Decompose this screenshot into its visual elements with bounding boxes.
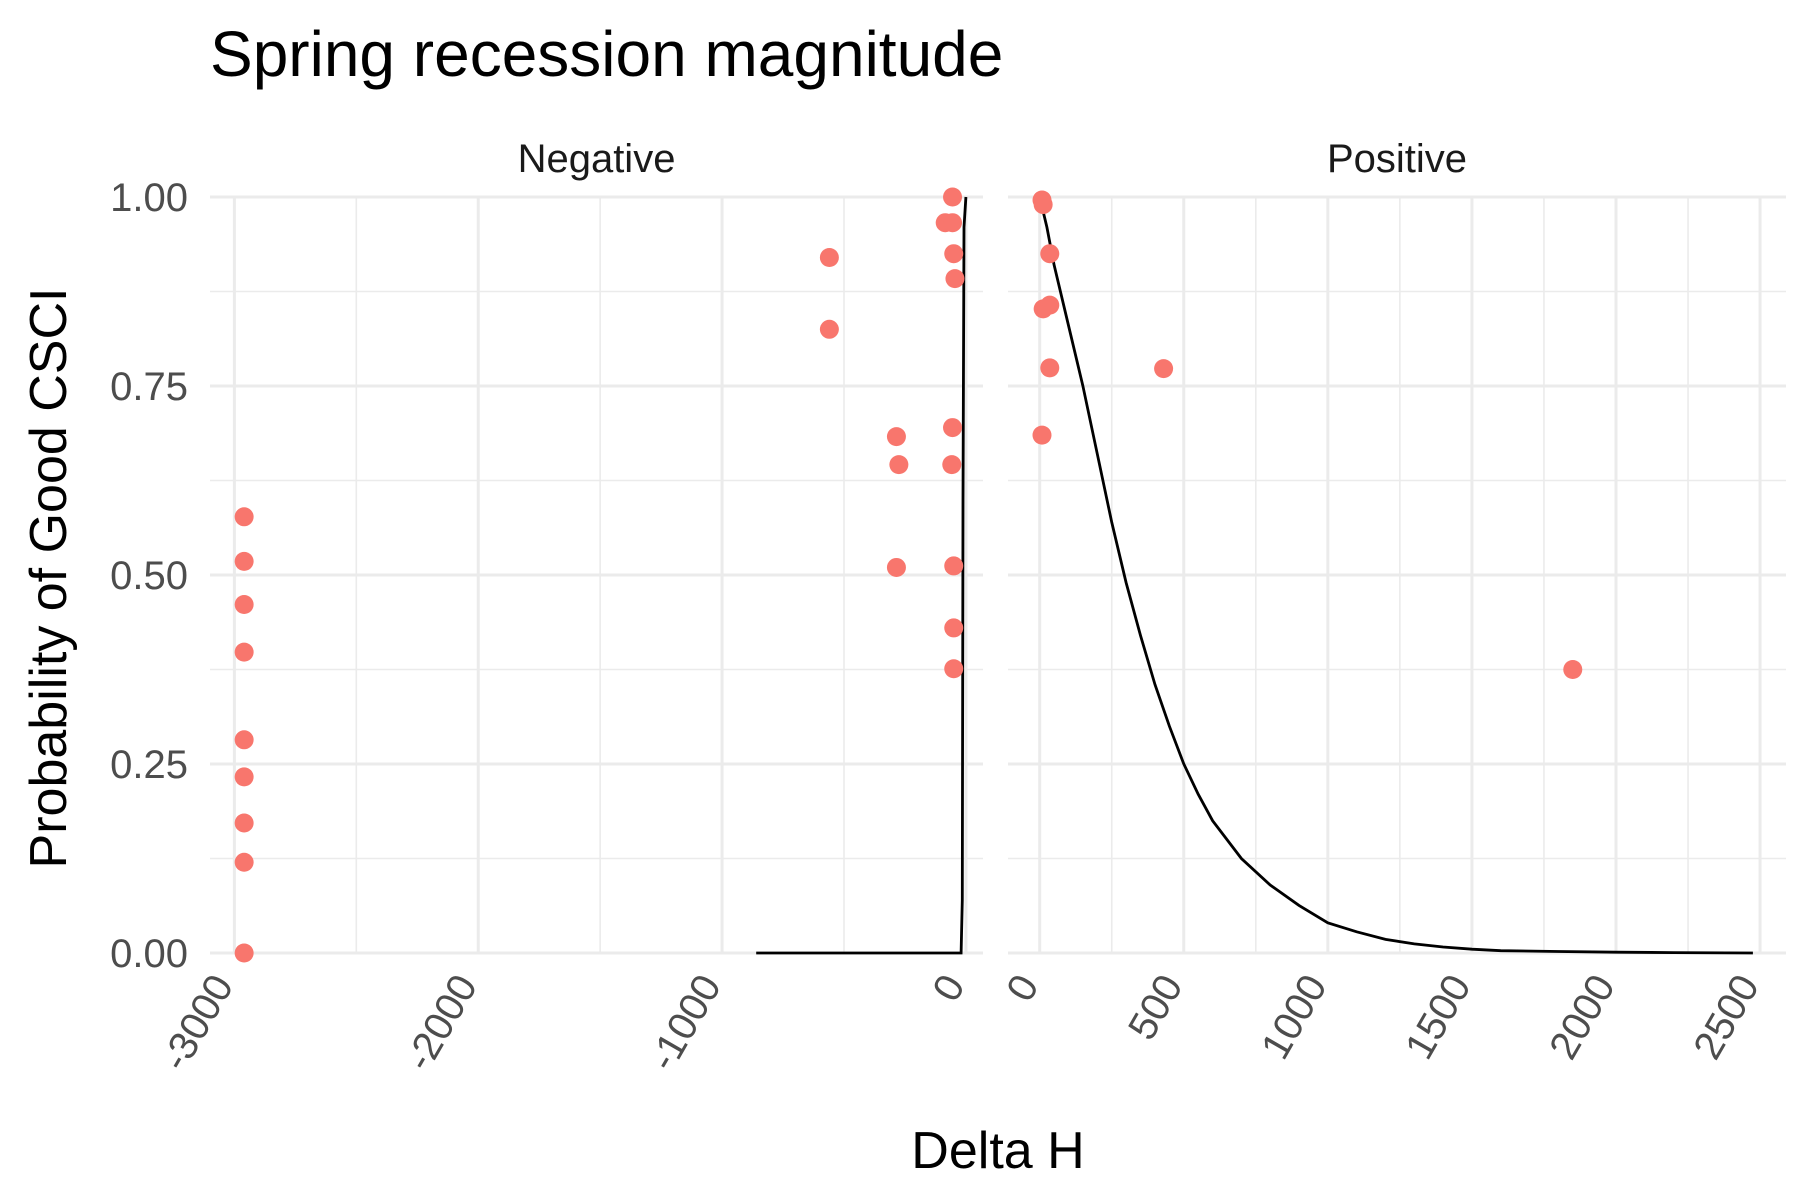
panel-positive: Positive 0 500 1000 1500 2000 2500 (998, 137, 1786, 1067)
x-tick-label: 1000 (1253, 968, 1336, 1067)
chart-title: Spring recession magnitude (210, 18, 1003, 90)
data-point (1563, 660, 1583, 679)
x-tick-label: -3000 (153, 968, 242, 1079)
fit-curve (1038, 196, 1753, 955)
data-point (234, 852, 254, 872)
data-point (886, 427, 906, 447)
data-point (819, 319, 839, 339)
data-point (234, 767, 254, 787)
data-point (1032, 425, 1052, 445)
data-point (1040, 244, 1060, 264)
panel-negative: Negative -3000 -2000 -1000 0 (153, 137, 983, 1078)
x-tick-label: 0 (998, 968, 1047, 1009)
data-point (234, 551, 254, 571)
x-tick-label: 1500 (1397, 968, 1480, 1067)
data-point (234, 813, 254, 833)
data-point (1040, 358, 1060, 378)
data-point (1154, 359, 1174, 379)
data-point (889, 455, 909, 475)
x-axis-title: Delta H (911, 1122, 1084, 1180)
data-point (234, 730, 254, 750)
data-point (943, 213, 963, 233)
data-point (945, 269, 965, 289)
x-tick-label: 500 (1120, 968, 1191, 1048)
data-point (943, 418, 963, 438)
y-tick-label: 1.00 (110, 176, 188, 220)
x-tick-label: 2000 (1541, 968, 1624, 1067)
fit-curve (756, 196, 968, 955)
y-axis-ticks: 0.00 0.25 0.50 0.75 1.00 (110, 176, 188, 976)
x-tick-label: 0 (924, 968, 973, 1009)
data-point (1033, 195, 1053, 215)
x-tick-label: -1000 (641, 968, 730, 1079)
data-point (234, 943, 254, 963)
data-point (944, 556, 964, 576)
y-tick-label: 0.75 (110, 365, 188, 409)
data-point (819, 247, 839, 267)
y-tick-label: 0.50 (110, 554, 188, 598)
x-tick-label: 2500 (1685, 968, 1768, 1067)
data-point (234, 642, 254, 662)
x-tick-label: -2000 (397, 968, 486, 1079)
facet-label: Positive (1327, 137, 1467, 181)
data-point (1040, 295, 1060, 315)
data-point (234, 507, 254, 527)
y-tick-label: 0.00 (110, 932, 188, 976)
y-axis-title: Probability of Good CSCI (20, 288, 78, 869)
data-point (944, 659, 964, 679)
data-point (942, 455, 962, 475)
facet-label: Negative (518, 137, 676, 181)
data-point (944, 244, 964, 264)
data-point (234, 594, 254, 614)
data-point (943, 187, 963, 207)
data-point (886, 557, 906, 577)
data-point (944, 618, 964, 638)
y-tick-label: 0.25 (110, 743, 188, 787)
